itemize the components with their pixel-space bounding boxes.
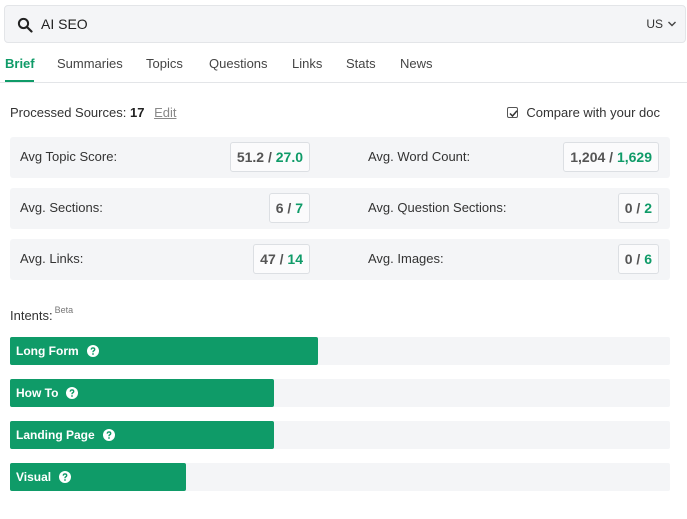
active-tab-indicator (5, 80, 34, 82)
stat-value-word-count: 1,204 / 1,629 (563, 142, 659, 172)
stat-value-links: 47 / 14 (253, 244, 310, 274)
intent-bar: Landing Page (10, 421, 274, 449)
check-icon (509, 110, 518, 118)
stat-label-topic-score: Avg Topic Score: (20, 149, 118, 164)
compare-toggle[interactable]: Compare with your doc (507, 105, 660, 120)
intent-bar: How To (10, 379, 274, 407)
intent-label: Long Form (16, 344, 79, 358)
processed-sources: Processed Sources: 17 Edit (10, 105, 176, 120)
stat-label-links: Avg. Links: (20, 251, 84, 266)
stat-row: Avg. Sections: 6 / 7 Avg. Question Secti… (10, 188, 670, 229)
stat-label-word-count: Avg. Word Count: (368, 149, 471, 164)
stat-value-sections: 6 / 7 (268, 193, 310, 223)
stat-value-images: 0 / 6 (617, 244, 659, 274)
tab-stats[interactable]: Stats (346, 56, 376, 71)
help-icon[interactable] (59, 471, 72, 483)
tab-links[interactable]: Links (292, 56, 323, 71)
stat-label-sections: Avg. Sections: (20, 200, 103, 215)
help-icon[interactable] (102, 429, 115, 441)
tab-news[interactable]: News (400, 56, 433, 71)
country-select[interactable]: US (646, 17, 663, 31)
tab-brief[interactable]: Brief (5, 56, 35, 71)
intent-bar: Long Form (10, 337, 318, 365)
processed-sources-label: Processed Sources: (10, 105, 127, 120)
intent-label: How To (16, 386, 59, 400)
intent-row-long-form: Long Form (10, 337, 670, 365)
stat-value-question-sections: 0 / 2 (617, 193, 659, 223)
tab-questions[interactable]: Questions (209, 56, 268, 71)
intents-label: Intents: (10, 308, 53, 323)
search-input[interactable]: AI SEO (41, 16, 88, 32)
intent-label: Landing Page (16, 428, 95, 442)
stat-label-question-sections: Avg. Question Sections: (368, 200, 507, 215)
search-icon (17, 17, 33, 33)
intent-row-visual: Visual (10, 463, 670, 491)
intent-row-how-to: How To (10, 379, 670, 407)
help-icon[interactable] (86, 345, 99, 357)
tab-bar: Brief Summaries Topics Questions Links S… (0, 43, 687, 83)
processed-sources-count: 17 (129, 105, 145, 120)
intent-row-landing-page: Landing Page (10, 421, 670, 449)
intent-label: Visual (16, 470, 52, 484)
beta-badge: Beta (54, 305, 74, 315)
tab-topics[interactable]: Topics (146, 56, 183, 71)
stat-row: Avg. Links: 47 / 14 Avg. Images: 0 / 6 (10, 239, 670, 280)
stat-value-topic-score: 51.2 / 27.0 (229, 142, 310, 172)
chevron-down-icon[interactable] (667, 19, 677, 29)
intents-heading: Intents: Beta (10, 305, 74, 323)
compare-checkbox[interactable] (507, 107, 519, 118)
tab-summaries[interactable]: Summaries (57, 56, 123, 71)
search-bar[interactable]: AI SEO US (4, 5, 686, 43)
edit-sources-link[interactable]: Edit (154, 105, 177, 120)
intent-bar: Visual (10, 463, 186, 491)
stat-label-images: Avg. Images: (368, 251, 444, 266)
compare-label: Compare with your doc (526, 105, 660, 120)
help-icon[interactable] (66, 387, 79, 399)
stat-row: Avg Topic Score: 51.2 / 27.0 Avg. Word C… (10, 137, 670, 178)
